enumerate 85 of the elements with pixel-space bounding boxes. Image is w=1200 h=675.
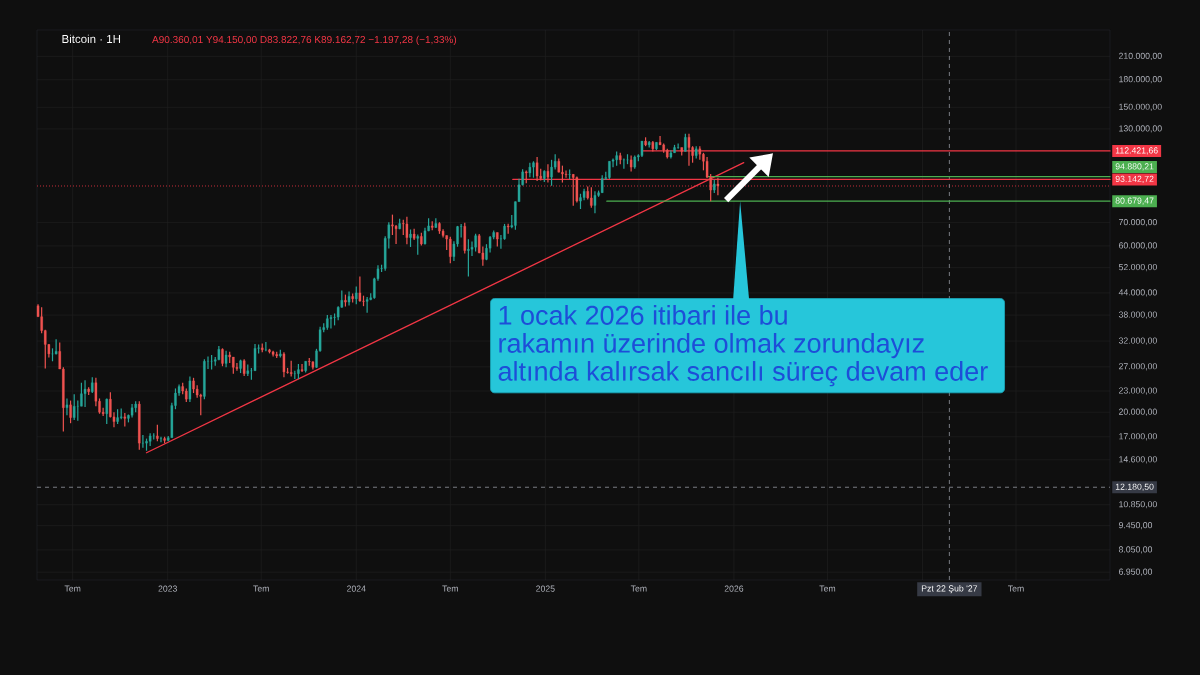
candlestick (590, 186, 593, 209)
y-tick-label: 60.000,00 (1119, 242, 1157, 250)
candlestick (416, 233, 419, 256)
candlestick (239, 359, 242, 374)
candlestick (579, 193, 582, 210)
ref-line-label: 12.180,50 (1115, 483, 1154, 491)
y-tick-label: 10.850,00 (1119, 501, 1157, 509)
candlestick (358, 276, 362, 303)
x-tick-label: Tem (630, 585, 647, 592)
candlestick (365, 296, 369, 314)
candlestick (572, 173, 575, 207)
candlestick (409, 228, 412, 248)
candlestick (438, 221, 441, 235)
candlestick (362, 295, 365, 307)
x-tick-label: 2023 (158, 585, 177, 592)
candlestick (673, 144, 676, 154)
candlestick (449, 236, 452, 264)
y-tick-label: 17.000,00 (1119, 433, 1157, 441)
candlestick (626, 153, 629, 165)
y-tick-label: 70.000,00 (1119, 219, 1157, 227)
candlestick (80, 382, 83, 407)
candlestick (51, 347, 54, 362)
candlestick (564, 169, 568, 179)
candlestick (72, 393, 76, 421)
candlestick (282, 351, 286, 378)
candlestick (192, 377, 195, 394)
x-tick-label: Tem (819, 585, 836, 592)
data-label: 94.880,21 (1115, 163, 1154, 171)
candlestick (105, 397, 108, 425)
candlestick (535, 156, 539, 182)
y-tick-label: 23.000,00 (1119, 387, 1157, 395)
y-tick-label: 27.000,00 (1119, 363, 1157, 371)
x-tick-label: Tem (64, 585, 81, 592)
candlestick (622, 157, 626, 170)
candlestick (716, 177, 720, 196)
candlestick (593, 190, 597, 214)
candlestick (405, 216, 409, 245)
candlestick (329, 314, 333, 329)
candlestick (300, 363, 304, 373)
candlestick (65, 397, 69, 416)
y-tick-label: 52.000,00 (1118, 264, 1157, 272)
y-tick-label: 9.450,00 (1118, 522, 1153, 530)
annotation: 1 ocak 2026 itibari ile bu rakamın üzerinde olmak zorundayız altında kalırsak sancılı süreç devam eder (498, 305, 988, 387)
y-tick-label: 6.950,00 (1119, 568, 1153, 576)
y-tick-label: 32.000,00 (1118, 337, 1157, 345)
y-tick-label: 44.000,00 (1118, 289, 1157, 297)
candlestick (344, 294, 347, 308)
y-tick-label: 210.000,00 (1119, 52, 1162, 60)
x-tick-label: 2026 (724, 585, 744, 592)
data-label: 80.679,47 (1115, 197, 1154, 205)
candlestick (655, 141, 658, 151)
x-tick-label: Tem (253, 585, 269, 592)
candlestick (141, 434, 145, 449)
text: A90.360,01 Y94.150,00 D83.822,76 K89.162,72 −1.197,28 (−1,33%) (152, 35, 457, 46)
candlestick (687, 133, 691, 167)
candlestick (69, 399, 72, 424)
candlestick (188, 376, 192, 403)
candlestick (391, 214, 394, 236)
candlestick (159, 436, 163, 443)
x-tick-label: 2025 (536, 585, 555, 592)
chart-title: Bitcoin · 1H (62, 34, 121, 44)
y-tick-label: 130.000,00 (1119, 125, 1162, 133)
data-label: 93.142,72 (1115, 175, 1154, 183)
y-tick-label: 14.600,00 (1119, 456, 1157, 464)
candlestick (83, 379, 87, 408)
candlestick (467, 238, 470, 278)
y-tick-label: 8.050,00 (1118, 546, 1153, 554)
candlestick (264, 341, 268, 352)
candlestick (676, 142, 680, 150)
x-tick-label: Tem (442, 585, 458, 592)
candlestick (575, 175, 579, 203)
ref-line-label: Pzt 22 Şub '27 (921, 585, 978, 594)
candlestick (550, 159, 553, 187)
y-tick-label: 180.000,00 (1119, 76, 1162, 84)
data-label: 112.421,66 (1115, 147, 1158, 155)
candlestick (532, 160, 535, 179)
y-tick-label: 150.000,00 (1119, 103, 1162, 111)
y-tick-label: 20.000,00 (1119, 408, 1157, 416)
x-tick-label: Tem (1007, 585, 1024, 592)
candlestick (221, 347, 224, 367)
candlestick (268, 348, 271, 354)
x-tick-label: 2024 (347, 585, 366, 592)
candlestick (145, 437, 148, 452)
y-tick-label: 38.000,00 (1118, 311, 1157, 319)
candlestick (546, 163, 550, 184)
